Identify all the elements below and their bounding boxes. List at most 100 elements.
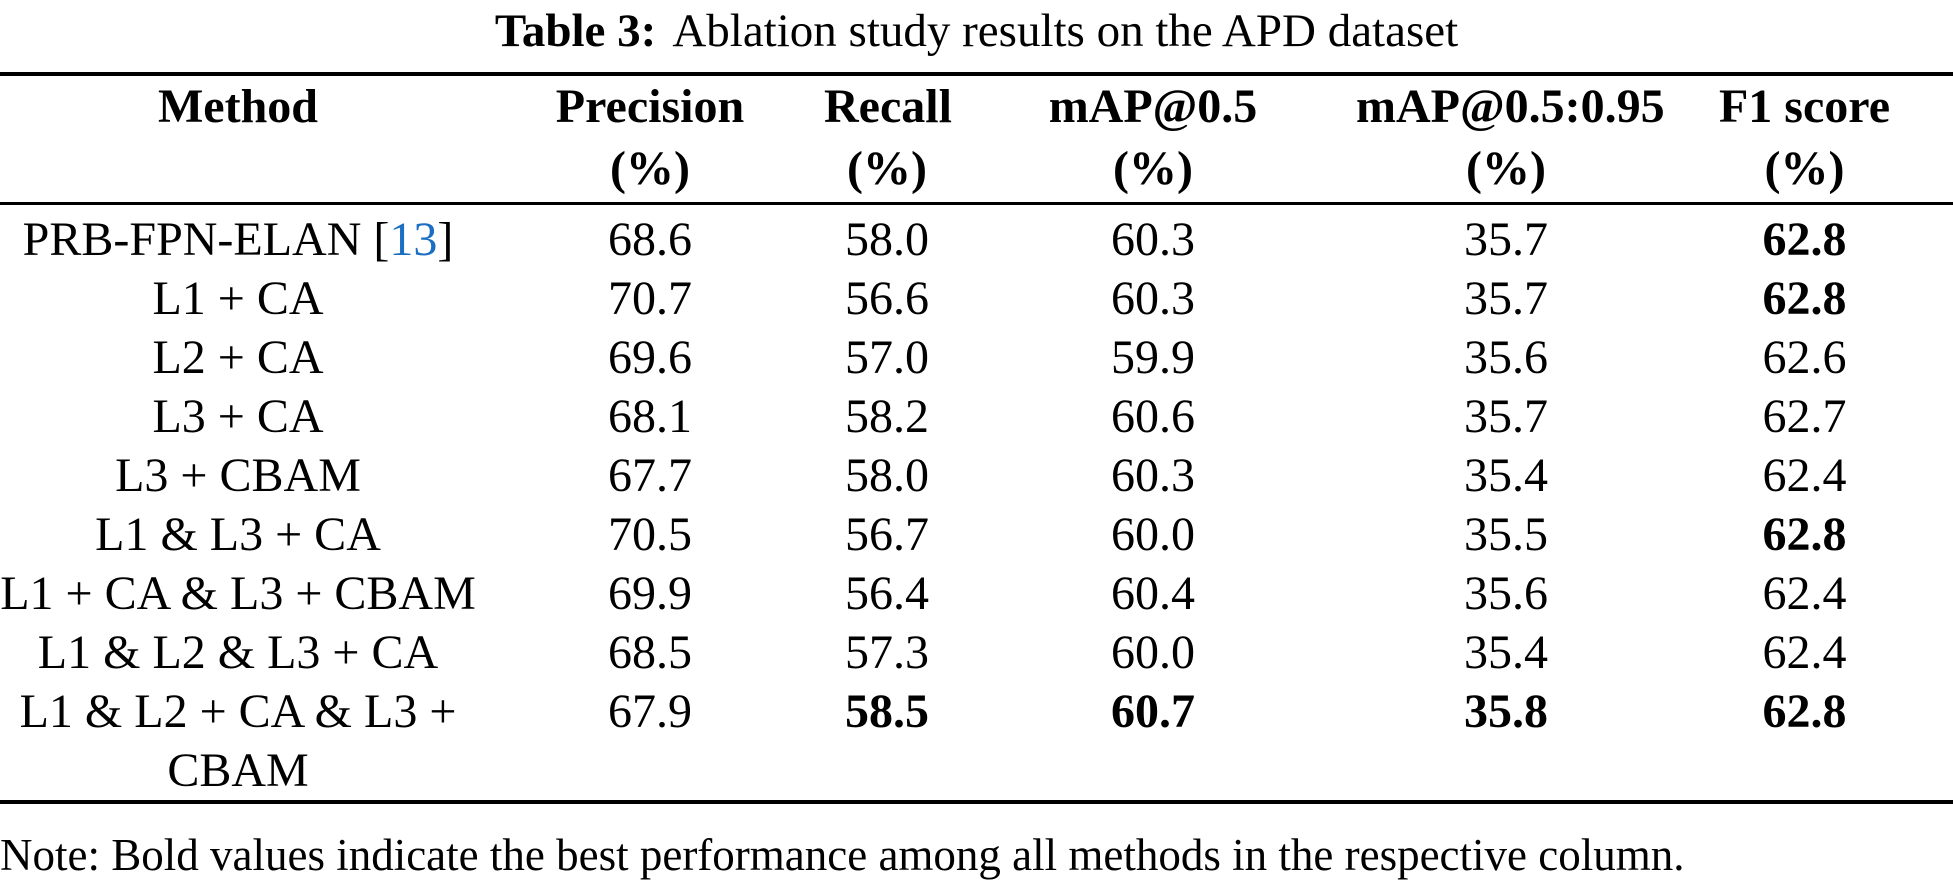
method-text: L1 + CA & L3 + CBAM bbox=[0, 566, 476, 620]
cell-recall-1: 58.0 bbox=[845, 212, 929, 266]
table-row-9: L1 & L2 + CA & L3 + CBAM 67.9 58.5 60.7 35.8 6… bbox=[0, 682, 1953, 802]
method-text: L1 & L2 & L3 + CA bbox=[37, 625, 439, 679]
cell-map5095-9: 35.8 bbox=[1464, 684, 1548, 738]
table-row-3: L2 + CA 69.6 57.0 59.9 35.6 62.6 bbox=[0, 328, 1953, 387]
cell-map5095-7: 35.6 bbox=[1464, 566, 1548, 620]
ablation-results-table: Method Precision (%) Recall (%) mAP@0.5 (%) mAP… bbox=[0, 72, 1953, 804]
method-text: L1 & L2 + CA & L3 + bbox=[19, 684, 457, 738]
column-header-unit: (%) bbox=[1113, 142, 1193, 195]
table-row-5: L3 + CBAM 67.7 58.0 60.3 35.4 62.4 bbox=[0, 446, 1953, 505]
cell-recall-4: 58.2 bbox=[845, 389, 929, 443]
column-header-map5095: mAP@0.5:0.95 (%) bbox=[1356, 74, 1665, 203]
column-header-unit: (%) bbox=[1466, 142, 1546, 195]
method-text: L1 + CA bbox=[152, 271, 324, 325]
table-row-1: PRB-FPN-ELAN [13] 68.6 58.0 60.3 35.7 62.8 bbox=[0, 203, 1953, 269]
cell-f1-2: 62.8 bbox=[1762, 271, 1847, 325]
column-header-precision: Precision (%) bbox=[476, 74, 824, 203]
cell-method-2: L1 + CA bbox=[0, 269, 476, 328]
cell-precision-5: 67.7 bbox=[608, 448, 692, 502]
method-text: L3 + CA bbox=[152, 389, 324, 443]
cell-method-5: L3 + CBAM bbox=[0, 446, 476, 505]
cell-precision-6: 70.5 bbox=[608, 507, 692, 561]
cell-precision-8: 68.5 bbox=[608, 625, 692, 679]
method-text: L3 + CBAM bbox=[115, 448, 361, 502]
cell-map50-9: 60.7 bbox=[1111, 684, 1195, 738]
cell-precision-4: 68.1 bbox=[608, 389, 692, 443]
cell-map50-2: 60.3 bbox=[1111, 271, 1195, 325]
cell-recall-6: 56.7 bbox=[845, 507, 929, 561]
table-caption: Table 3: Ablation study results on the AP… bbox=[0, 0, 1953, 72]
column-header-unit: (%) bbox=[847, 142, 927, 195]
table-row-7: L1 + CA & L3 + CBAM 69.9 56.4 60.4 35.6 62.4 bbox=[0, 564, 1953, 623]
column-header-name: mAP@0.5:0.95 bbox=[1356, 80, 1665, 133]
column-header-map50: mAP@0.5 (%) bbox=[950, 74, 1356, 203]
column-header-name: Recall bbox=[824, 80, 952, 133]
cell-method-8: L1 & L2 & L3 + CA bbox=[0, 623, 476, 682]
table-caption-label: Table 3: bbox=[494, 5, 657, 57]
column-header-unit: (%) bbox=[1764, 142, 1845, 195]
cell-recall-5: 58.0 bbox=[845, 448, 929, 502]
cell-map50-8: 60.0 bbox=[1111, 625, 1195, 679]
cell-map50-1: 60.3 bbox=[1111, 212, 1195, 266]
cell-method-1: PRB-FPN-ELAN [13] bbox=[0, 203, 476, 269]
cell-recall-9: 58.5 bbox=[845, 684, 929, 738]
cell-map50-7: 60.4 bbox=[1111, 566, 1195, 620]
cell-f1-7: 62.4 bbox=[1762, 566, 1847, 620]
cell-f1-8: 62.4 bbox=[1762, 625, 1847, 679]
method-text: CBAM bbox=[167, 743, 309, 797]
cell-f1-4: 62.7 bbox=[1762, 389, 1847, 443]
cell-map50-4: 60.6 bbox=[1111, 389, 1195, 443]
cell-method-4: L3 + CA bbox=[0, 387, 476, 446]
table-header: Method Precision (%) Recall (%) mAP@0.5 (%) mAP… bbox=[0, 74, 1953, 203]
table-header-row: Method Precision (%) Recall (%) mAP@0.5 (%) mAP… bbox=[0, 74, 1953, 203]
cell-recall-3: 57.0 bbox=[845, 330, 929, 384]
cell-map5095-4: 35.7 bbox=[1464, 389, 1548, 443]
table-row-6: L1 & L3 + CA 70.5 56.7 60.0 35.5 62.8 bbox=[0, 505, 1953, 564]
cell-method-9: L1 & L2 + CA & L3 + CBAM bbox=[0, 682, 476, 802]
cell-map5095-8: 35.4 bbox=[1464, 625, 1548, 679]
cell-map5095-5: 35.4 bbox=[1464, 448, 1548, 502]
cell-recall-7: 56.4 bbox=[845, 566, 929, 620]
cell-map50-6: 60.0 bbox=[1111, 507, 1195, 561]
cell-f1-9: 62.8 bbox=[1762, 684, 1847, 738]
cell-map5095-3: 35.6 bbox=[1464, 330, 1548, 384]
cell-precision-2: 70.7 bbox=[608, 271, 692, 325]
method-text: L2 + CA bbox=[152, 330, 324, 384]
cell-f1-6: 62.8 bbox=[1762, 507, 1847, 561]
table-caption-text: Ablation study results on the APD datase… bbox=[672, 5, 1459, 57]
method-text: L1 & L3 + CA bbox=[95, 507, 381, 561]
column-header-f1: F1 score (%) bbox=[1656, 74, 1953, 203]
column-header-recall: Recall (%) bbox=[824, 74, 952, 203]
table-note: Note: Bold values indicate the best perf… bbox=[0, 829, 1685, 880]
cell-method-3: L2 + CA bbox=[0, 328, 476, 387]
table-body: PRB-FPN-ELAN [13] 68.6 58.0 60.3 35.7 62.8 L1 … bbox=[0, 203, 1953, 802]
citation-link[interactable]: 13 bbox=[389, 212, 438, 266]
table-row-8: L1 & L2 & L3 + CA 68.5 57.3 60.0 35.4 62.4 bbox=[0, 623, 1953, 682]
cell-precision-7: 69.9 bbox=[608, 566, 692, 620]
column-header-method: Method bbox=[0, 74, 476, 203]
cell-precision-3: 69.6 bbox=[608, 330, 692, 384]
cell-recall-8: 57.3 bbox=[845, 625, 929, 679]
column-header-name: Method bbox=[158, 80, 318, 133]
cell-method-6: L1 & L3 + CA bbox=[0, 505, 476, 564]
method-text: PRB-FPN-ELAN [13] bbox=[22, 212, 454, 266]
cell-recall-2: 56.6 bbox=[845, 271, 929, 325]
cell-f1-3: 62.6 bbox=[1762, 330, 1847, 384]
cell-map5095-6: 35.5 bbox=[1464, 507, 1548, 561]
table-row-2: L1 + CA 70.7 56.6 60.3 35.7 62.8 bbox=[0, 269, 1953, 328]
cell-map50-3: 59.9 bbox=[1111, 330, 1195, 384]
cell-method-7: L1 + CA & L3 + CBAM bbox=[0, 564, 476, 623]
cell-precision-9: 67.9 bbox=[608, 684, 692, 738]
cell-map50-5: 60.3 bbox=[1111, 448, 1195, 502]
cell-map5095-1: 35.7 bbox=[1464, 212, 1548, 266]
table-row-4: L3 + CA 68.1 58.2 60.6 35.7 62.7 bbox=[0, 387, 1953, 446]
column-header-unit: (%) bbox=[610, 142, 690, 195]
cell-f1-5: 62.4 bbox=[1762, 448, 1847, 502]
cell-map5095-2: 35.7 bbox=[1464, 271, 1548, 325]
column-header-name: mAP@0.5 bbox=[1048, 80, 1258, 133]
column-header-name: F1 score bbox=[1718, 80, 1891, 133]
column-header-name: Precision bbox=[555, 80, 745, 133]
cell-precision-1: 68.6 bbox=[608, 212, 692, 266]
cell-f1-1: 62.8 bbox=[1762, 212, 1847, 266]
